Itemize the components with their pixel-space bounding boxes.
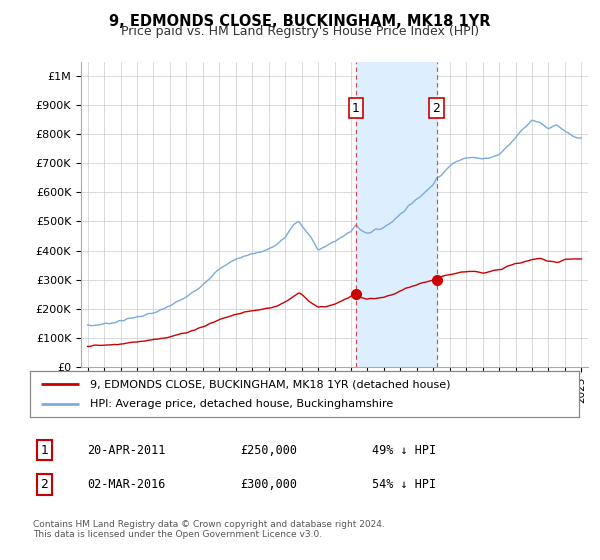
Text: Price paid vs. HM Land Registry's House Price Index (HPI): Price paid vs. HM Land Registry's House … [121, 25, 479, 38]
Text: 2: 2 [40, 478, 49, 491]
Bar [356, 62, 437, 367]
Text: 1: 1 [40, 444, 49, 457]
Text: 2: 2 [433, 101, 440, 115]
Text: £250,000: £250,000 [240, 444, 297, 457]
Text: 02-MAR-2016: 02-MAR-2016 [87, 478, 166, 491]
Text: £300,000: £300,000 [240, 478, 297, 491]
Text: 20-APR-2011: 20-APR-2011 [87, 444, 166, 457]
Text: 49% ↓ HPI: 49% ↓ HPI [372, 444, 436, 457]
Text: 9, EDMONDS CLOSE, BUCKINGHAM, MK18 1YR (detached house): 9, EDMONDS CLOSE, BUCKINGHAM, MK18 1YR (… [91, 379, 451, 389]
Text: 54% ↓ HPI: 54% ↓ HPI [372, 478, 436, 491]
Text: 1: 1 [352, 101, 360, 115]
Text: HPI: Average price, detached house, Buckinghamshire: HPI: Average price, detached house, Buck… [91, 399, 394, 409]
Text: Contains HM Land Registry data © Crown copyright and database right 2024.
This d: Contains HM Land Registry data © Crown c… [33, 520, 385, 539]
Text: 9, EDMONDS CLOSE, BUCKINGHAM, MK18 1YR: 9, EDMONDS CLOSE, BUCKINGHAM, MK18 1YR [109, 14, 491, 29]
